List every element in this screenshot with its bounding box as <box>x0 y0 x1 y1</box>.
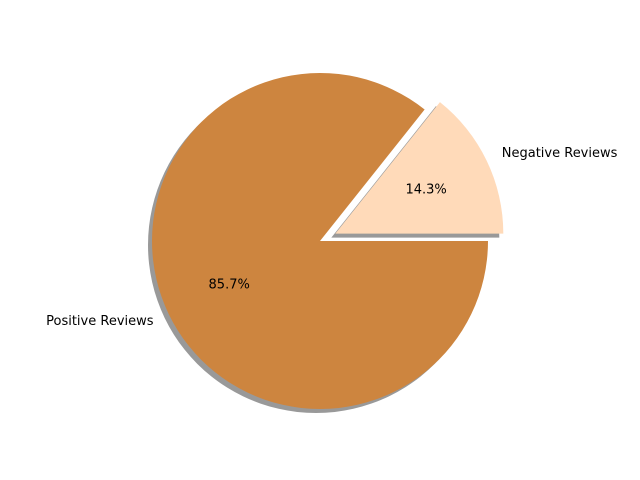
slice-layer <box>152 73 504 409</box>
label-layer: 14.3% Negative Reviews 85.7% Positive Revie… <box>46 146 618 329</box>
category-label-negative-reviews: Negative Reviews <box>502 146 618 161</box>
percent-label-negative-reviews: 14.3% <box>405 182 446 197</box>
percent-label-positive-reviews: 85.7% <box>209 277 250 292</box>
pie-slice-positive-reviews <box>152 73 488 409</box>
category-label-positive-reviews: Positive Reviews <box>46 314 154 329</box>
pie-slice-negative-reviews <box>335 102 504 234</box>
